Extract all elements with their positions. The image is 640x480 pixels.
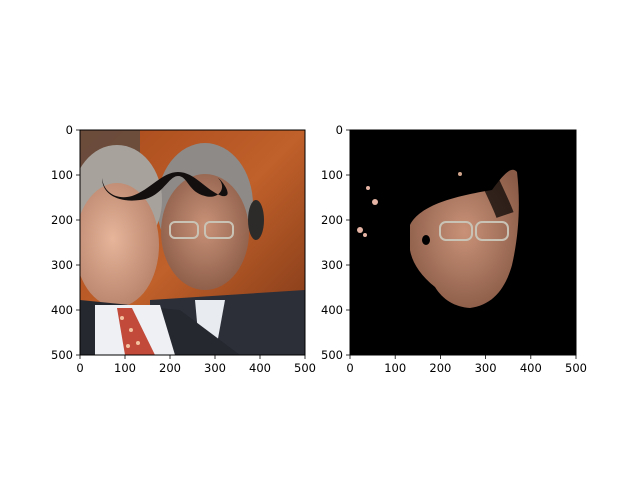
x-tick-label: 300 bbox=[475, 361, 497, 375]
x-tick-label: 0 bbox=[346, 361, 353, 375]
y-tick-label: 300 bbox=[321, 258, 343, 272]
mustache-graphic bbox=[102, 172, 228, 201]
y-tick-label: 0 bbox=[336, 123, 343, 137]
y-tick-label: 200 bbox=[51, 213, 73, 227]
y-tick-label: 400 bbox=[321, 303, 343, 317]
left-image-panel bbox=[79, 129, 306, 356]
x-tick-label: 400 bbox=[249, 361, 271, 375]
y-tick-label: 400 bbox=[51, 303, 73, 317]
x-tick-label: 400 bbox=[520, 361, 542, 375]
y-tick-label: 100 bbox=[51, 168, 73, 182]
y-tick-label: 200 bbox=[321, 213, 343, 227]
right-image-panel bbox=[349, 129, 577, 356]
right-mask bbox=[350, 130, 576, 355]
y-tick-label: 100 bbox=[321, 168, 343, 182]
x-tick-label: 200 bbox=[429, 361, 451, 375]
x-tick-label: 100 bbox=[384, 361, 406, 375]
y-tick-label: 500 bbox=[321, 348, 343, 362]
x-tick-label: 0 bbox=[76, 361, 83, 375]
x-tick-label: 500 bbox=[565, 361, 587, 375]
x-tick-label: 300 bbox=[204, 361, 226, 375]
x-tick-label: 500 bbox=[294, 361, 316, 375]
y-tick-label: 300 bbox=[51, 258, 73, 272]
left-photo bbox=[80, 130, 305, 355]
y-tick-label: 0 bbox=[66, 123, 73, 137]
x-tick-label: 100 bbox=[114, 361, 136, 375]
x-tick-label: 200 bbox=[159, 361, 181, 375]
y-tick-label: 500 bbox=[51, 348, 73, 362]
